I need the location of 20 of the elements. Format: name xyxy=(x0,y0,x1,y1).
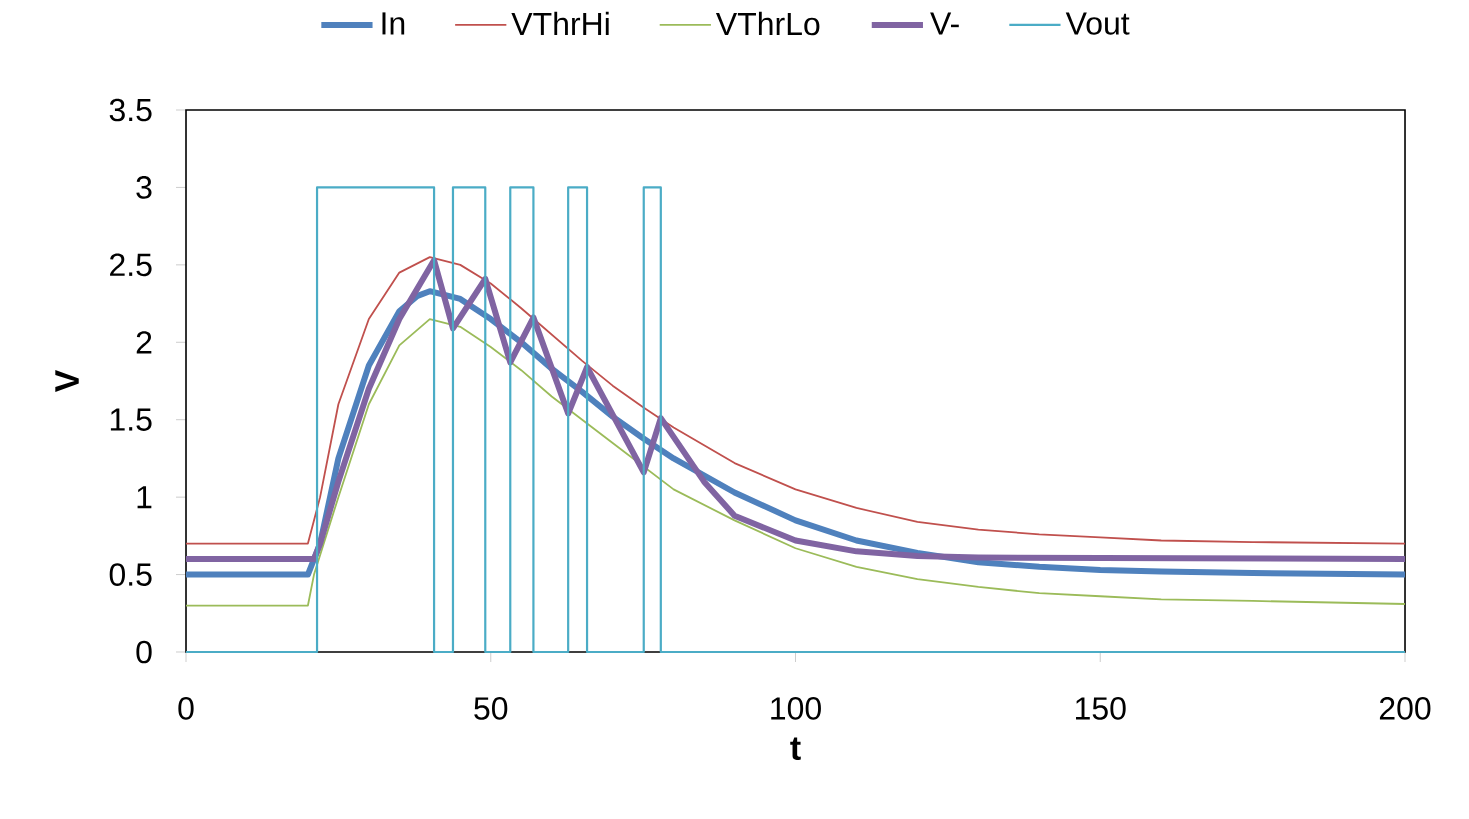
x-tick-label: 100 xyxy=(771,697,821,720)
x-tick-label: 200 xyxy=(1379,697,1431,720)
legend-label: VThrHi xyxy=(511,11,609,35)
y-tick-label: 1 xyxy=(137,486,152,509)
y-tick-label: 1.5 xyxy=(110,408,152,431)
y-tick-label: 2.5 xyxy=(110,253,152,277)
legend-label: Vout xyxy=(1065,12,1130,35)
x-tick-label: 50 xyxy=(474,697,508,720)
y-tick-label: 0.5 xyxy=(109,563,152,586)
legend-label: In xyxy=(382,12,405,35)
y-tick-label: 2 xyxy=(136,331,152,354)
legend-label: V- xyxy=(930,12,959,35)
x-tick-label: 0 xyxy=(178,697,194,720)
x-axis-title: t xyxy=(790,737,801,760)
y-tick-label: 3 xyxy=(136,176,152,199)
legend-label: VThrLo xyxy=(715,11,820,36)
y-tick-label: 3.5 xyxy=(109,98,152,122)
x-tick-label: 150 xyxy=(1076,697,1126,720)
y-axis-title: V xyxy=(55,369,79,393)
y-tick-label: 0 xyxy=(136,640,152,664)
